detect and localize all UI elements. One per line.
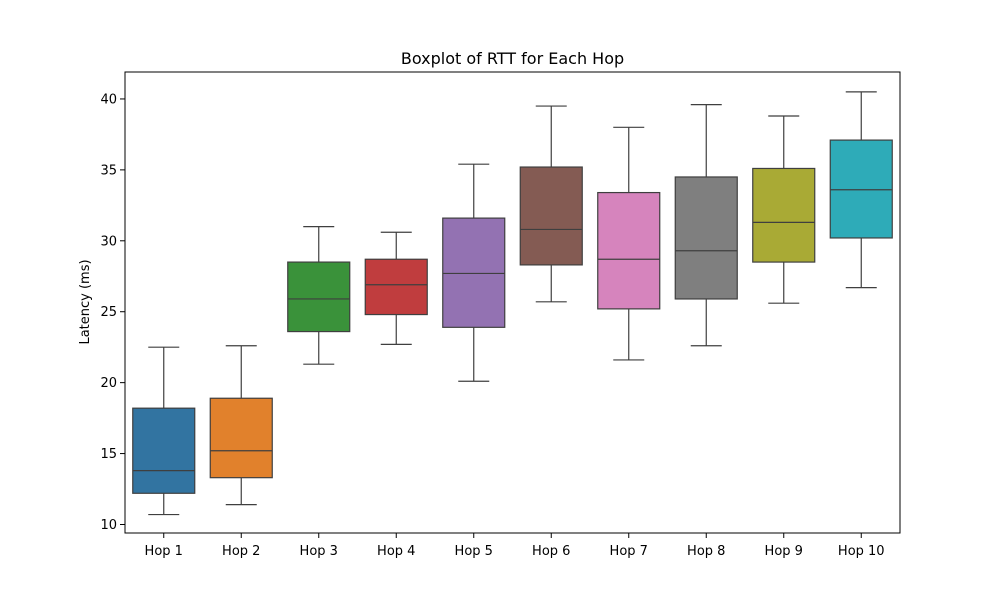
x-tick-label: Hop 7 xyxy=(610,544,648,559)
box-hop-2 xyxy=(209,397,273,479)
x-tick-label: Hop 10 xyxy=(838,544,885,559)
x-tick-label: Hop 8 xyxy=(687,544,725,559)
box-hop-9 xyxy=(752,167,816,263)
y-tick-label: 35 xyxy=(100,163,117,178)
y-tick-label: 10 xyxy=(100,518,117,533)
x-tick-label: Hop 3 xyxy=(300,544,338,559)
x-tick-label: Hop 2 xyxy=(222,544,260,559)
box-hop-6 xyxy=(519,166,583,266)
plot-area: 10 15 20 25 30 35 40 Hop 1 Hop 2 Hop 3 Hop 4 Hop 5 H… xyxy=(100,71,901,559)
x-tick-label: Hop 1 xyxy=(145,544,183,559)
box-hop-7 xyxy=(597,191,661,310)
y-tick-label: 30 xyxy=(100,234,117,249)
box-hop-4 xyxy=(364,258,428,316)
box-hop-5 xyxy=(442,217,506,328)
box-hop-8 xyxy=(674,176,738,300)
box-hop-1 xyxy=(132,407,196,494)
chart-title: Boxplot of RTT for Each Hop xyxy=(401,49,624,68)
x-tick-label: Hop 9 xyxy=(765,544,803,559)
box-hop-10 xyxy=(829,139,893,239)
y-tick-label: 15 xyxy=(100,447,117,462)
y-tick-label: 40 xyxy=(100,92,117,107)
plot-frame xyxy=(124,71,901,534)
y-tick-label: 20 xyxy=(100,376,117,391)
x-tick-label: Hop 5 xyxy=(455,544,493,559)
y-axis-label: Latency (ms) xyxy=(78,259,93,344)
x-tick-label: Hop 4 xyxy=(377,544,415,559)
x-tick-label: Hop 6 xyxy=(532,544,570,559)
box-hop-3 xyxy=(287,261,351,333)
y-tick-label: 25 xyxy=(100,305,117,320)
